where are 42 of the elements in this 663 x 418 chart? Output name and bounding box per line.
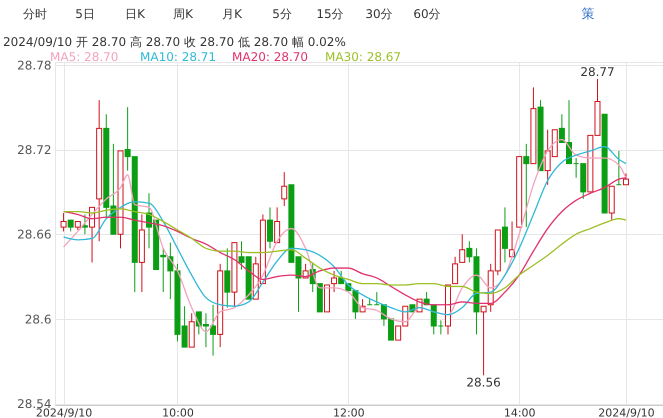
candlestick <box>267 206 274 249</box>
text: 5分 <box>272 7 292 21</box>
annotation: 28.77 <box>580 64 615 79</box>
text: 60分 <box>413 7 441 21</box>
x-tick-label: 2024/9/10 <box>598 406 655 418</box>
text: 周K <box>173 7 194 21</box>
candlestick <box>459 234 466 263</box>
candlestick <box>452 256 458 284</box>
candlestick <box>60 212 67 232</box>
text: 15分 <box>316 7 344 21</box>
candlestick <box>68 220 74 232</box>
text: 月K <box>222 7 244 21</box>
text: MA10: 28.71 <box>140 50 216 64</box>
x-tick-label: 14:00 <box>504 406 536 418</box>
candlestick <box>281 172 288 206</box>
annotation: 28.56 <box>466 375 501 390</box>
candlestick <box>616 150 622 186</box>
candlestick <box>366 298 373 306</box>
text: 日K <box>125 7 146 21</box>
candlestick <box>502 206 508 263</box>
y-tick-label: 28.6 <box>24 312 52 326</box>
text: 分时 <box>23 7 47 21</box>
y-tick-label: 28.78 <box>17 58 52 72</box>
y-tick-label: 28.66 <box>17 228 52 242</box>
candlestick <box>480 306 487 376</box>
x-tick-label: 10:00 <box>162 406 194 418</box>
candlestick <box>523 143 530 228</box>
x-tick-label: 12:00 <box>332 406 365 418</box>
text: MA20: 28.70 <box>232 50 308 64</box>
line-series <box>62 208 627 294</box>
text: MA5: 28.70 <box>50 50 118 64</box>
y-tick-label: 28.72 <box>17 143 52 158</box>
text: 30分 <box>365 7 393 21</box>
candlestick <box>82 214 88 235</box>
candlestick <box>331 270 338 293</box>
candlestick <box>224 248 230 308</box>
text: 策 <box>582 7 594 22</box>
candlestick <box>274 206 280 244</box>
text: MA30: 28.67 <box>325 50 402 64</box>
chart-subtitle: 2024/09/10 开 28.70 高 28.70 收 28.70 低 28.70 幅 0.02% <box>3 35 346 49</box>
text: 5日 <box>75 7 95 21</box>
candlestick <box>622 173 629 186</box>
